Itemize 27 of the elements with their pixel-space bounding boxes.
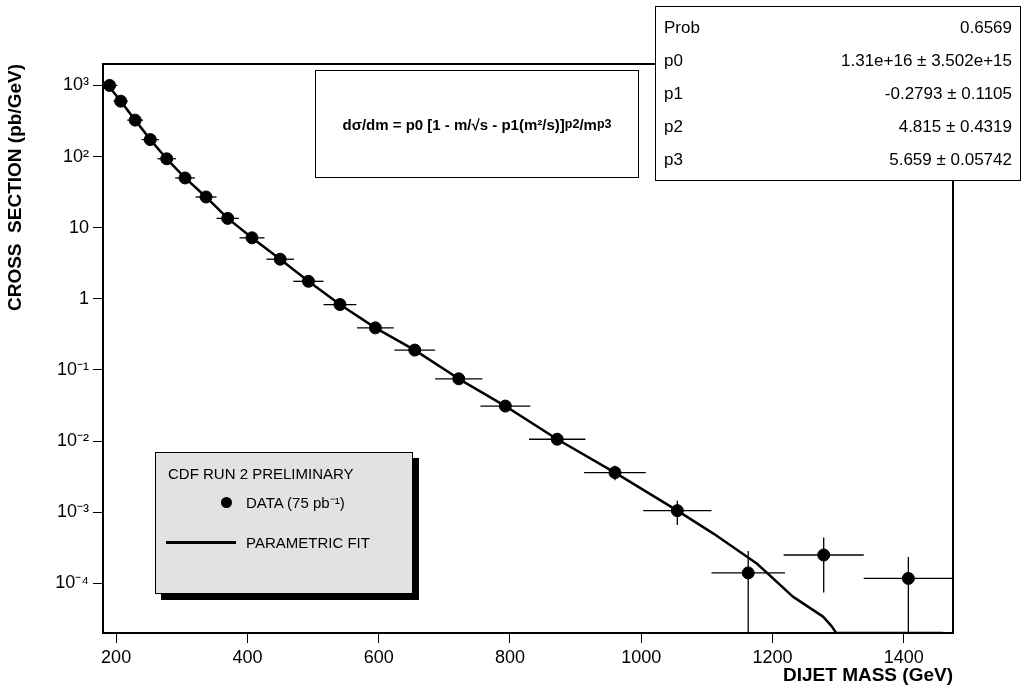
y-tick-label: 10⁻⁴ (55, 572, 89, 593)
point (114, 94, 128, 108)
point (452, 372, 466, 386)
point (143, 133, 157, 147)
x-tick-label: 200 (101, 646, 132, 667)
legend-label: DATA (75 pb⁻¹) (246, 493, 345, 512)
fit-statistics-box: Prob 0.6569 p0 1.31e+16 ± 3.502e+15 p1 -0.2793 ± 0.1105 p2 4.815 ± 0.4319 p3 5.659 ± 0.05742 (655, 6, 1021, 181)
legend-title: CDF RUN 2 PRELIMINARY (168, 465, 355, 482)
point (301, 274, 315, 288)
y-tick-label: 1 (78, 287, 89, 308)
y-tick-label: 10⁻³ (56, 501, 90, 522)
x-tick-label: 400 (232, 646, 263, 667)
x-tick-label: 600 (363, 646, 394, 667)
y-tick-label: 10⁻² (56, 430, 90, 450)
y-tick-label: 10³ (62, 74, 90, 95)
y-tick-label: 10² (62, 145, 90, 166)
y-axis-title: CROSS SECTION (pb/GeV) (3, 64, 25, 312)
x-tick-label: 1000 (621, 646, 662, 667)
y-tick-label: 10 (68, 216, 89, 237)
point (160, 152, 174, 166)
point (273, 252, 287, 266)
point (245, 231, 259, 245)
point (333, 298, 347, 312)
y-tick-label: 10⁻¹ (56, 358, 90, 379)
x-tick-label: 800 (494, 646, 525, 667)
legend-label: PARAMETRIC FIT (246, 533, 370, 551)
point (221, 211, 235, 225)
